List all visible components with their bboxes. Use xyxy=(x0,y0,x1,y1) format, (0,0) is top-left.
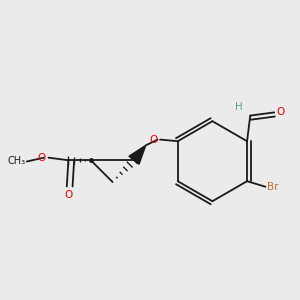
Text: H: H xyxy=(235,102,242,112)
Text: O: O xyxy=(149,135,158,145)
Polygon shape xyxy=(129,146,146,164)
Text: O: O xyxy=(64,190,73,200)
Text: CH₃: CH₃ xyxy=(7,156,25,166)
Text: O: O xyxy=(277,107,285,117)
Text: Br: Br xyxy=(267,182,278,192)
Text: O: O xyxy=(38,153,46,163)
